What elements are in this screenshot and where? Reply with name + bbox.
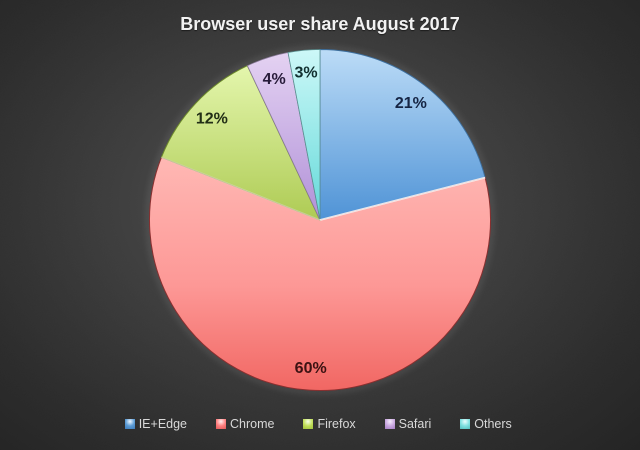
svg-text:21%: 21%	[395, 95, 427, 112]
svg-text:12%: 12%	[196, 111, 228, 128]
svg-text:3%: 3%	[294, 64, 317, 81]
svg-text:60%: 60%	[295, 360, 327, 377]
svg-text:4%: 4%	[263, 71, 286, 88]
